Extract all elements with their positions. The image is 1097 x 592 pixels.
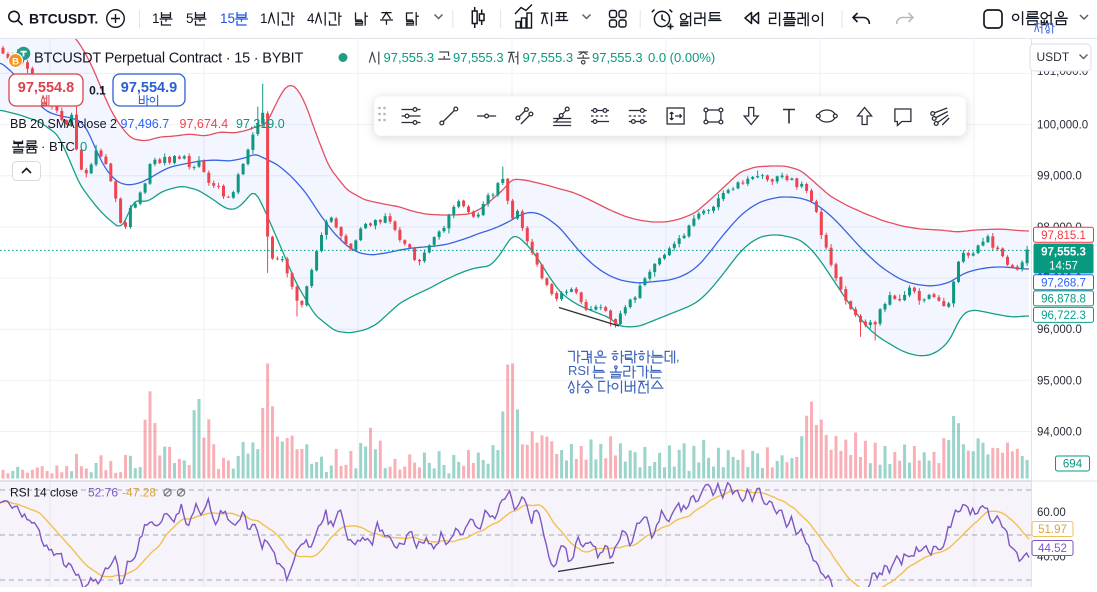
- svg-text:97,554.9: 97,554.9: [121, 80, 177, 96]
- svg-text:1: 1: [260, 11, 268, 26]
- svg-text:15: 15: [220, 11, 235, 26]
- svg-text:RSI 14 close: RSI 14 close: [10, 486, 78, 500]
- svg-text:14:57: 14:57: [1049, 261, 1078, 273]
- svg-text:0.1: 0.1: [89, 84, 106, 98]
- svg-text:99,000.0: 99,000.0: [1037, 171, 1082, 183]
- svg-text:100,000.0: 100,000.0: [1037, 120, 1088, 132]
- svg-text:97,555.3: 97,555.3: [453, 50, 504, 65]
- svg-text:94,000.0: 94,000.0: [1037, 427, 1082, 439]
- svg-text:BTCUSDT Perpetual Contract · 1: BTCUSDT Perpetual Contract · 15 · BYBIT: [34, 51, 303, 67]
- svg-text:97,319.0: 97,319.0: [236, 117, 285, 131]
- svg-text:BTCUSDT.: BTCUSDT.: [29, 11, 98, 27]
- svg-text:-47.28: -47.28: [122, 486, 156, 500]
- svg-text:97,674.4: 97,674.4: [180, 117, 229, 131]
- svg-text:52.76: 52.76: [88, 486, 118, 500]
- svg-text:97,815.1: 97,815.1: [1041, 230, 1086, 242]
- svg-text:97,555.3: 97,555.3: [523, 50, 574, 65]
- svg-text:51.97: 51.97: [1038, 524, 1067, 536]
- svg-text:97,268.7: 97,268.7: [1041, 277, 1086, 289]
- svg-text:0.0 (0.00%): 0.0 (0.00%): [648, 50, 715, 65]
- svg-text:97,555.3: 97,555.3: [1041, 247, 1086, 259]
- svg-text:5: 5: [186, 11, 194, 26]
- svg-text:96,000.0: 96,000.0: [1037, 324, 1082, 336]
- svg-text:RSI: RSI: [568, 363, 590, 378]
- svg-text:BB 20 SMA close 2: BB 20 SMA close 2: [10, 117, 117, 131]
- svg-text:60.00: 60.00: [1037, 507, 1066, 519]
- svg-text:B: B: [12, 56, 19, 67]
- svg-text:97,555.3: 97,555.3: [592, 50, 643, 65]
- svg-text:4: 4: [307, 11, 315, 26]
- svg-text:694: 694: [1063, 459, 1083, 471]
- svg-text:· BTC: · BTC: [41, 139, 75, 154]
- svg-text:0: 0: [80, 139, 87, 154]
- svg-text:1: 1: [152, 11, 160, 26]
- svg-text:,: ,: [676, 349, 680, 364]
- svg-text:97,496.7: 97,496.7: [121, 117, 170, 131]
- svg-text:97,554.8: 97,554.8: [18, 80, 74, 96]
- svg-text:96,722.3: 96,722.3: [1041, 310, 1086, 322]
- svg-text:96,878.8: 96,878.8: [1041, 293, 1086, 305]
- svg-text:97,555.3: 97,555.3: [384, 50, 435, 65]
- svg-text:44.52: 44.52: [1038, 543, 1067, 555]
- svg-text:USDT: USDT: [1037, 50, 1070, 64]
- svg-text:95,000.0: 95,000.0: [1037, 375, 1082, 387]
